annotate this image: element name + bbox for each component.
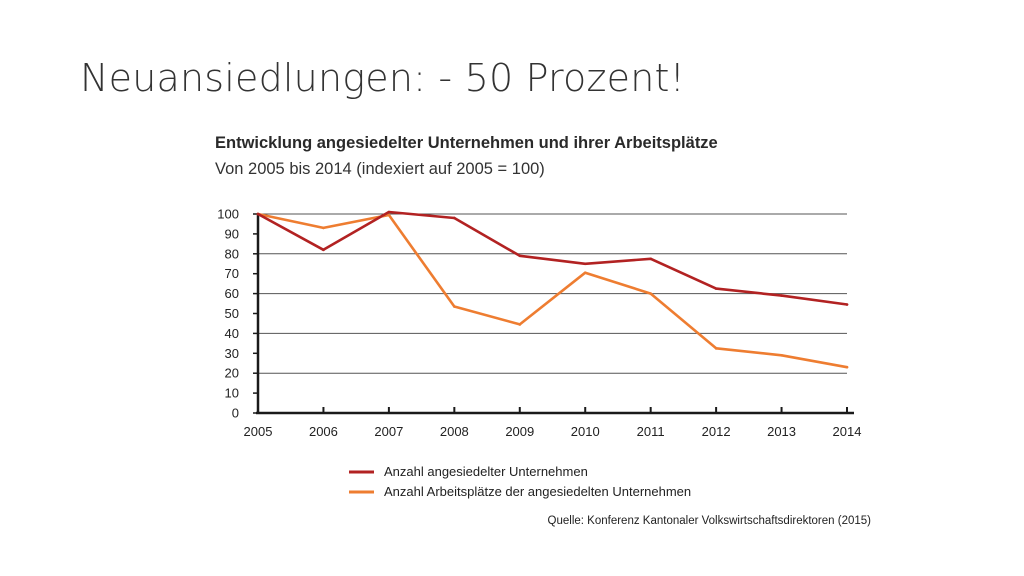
legend: Anzahl angesiedelter Unternehmen Anzahl A… [349, 464, 691, 499]
data-point-s1-2014 [845, 303, 849, 306]
y-tick-label-50: 50 [225, 306, 239, 321]
x-tick-label-2009: 2009 [505, 424, 534, 439]
y-tick-label-0: 0 [232, 406, 239, 421]
chart-subtitle: Von 2005 bis 2014 (indexiert auf 2005 = … [215, 160, 545, 178]
x-tick-label-2013: 2013 [767, 424, 796, 439]
y-tick-labels: 0 10 20 30 40 50 60 70 80 90 100 [217, 207, 239, 421]
x-tick-labels: 2005 2006 2007 2008 2009 2010 2011 2012 2013 2014 [244, 424, 862, 439]
x-tick-label-2007: 2007 [374, 424, 403, 439]
data-point-s1-2009 [518, 254, 522, 258]
data-point-s1-2012 [714, 287, 718, 290]
y-tick-label-30: 30 [225, 346, 239, 361]
data-point-s2-2008 [453, 305, 456, 308]
y-tick-label-80: 80 [225, 246, 239, 261]
data-point-s1-2011 [649, 257, 652, 261]
data-point-s1-2013 [780, 294, 783, 297]
legend-label-2: Anzahl Arbeitsplätze der angesiedelten U… [384, 484, 691, 499]
data-point-s2-2013 [780, 353, 783, 357]
series-line-1 [256, 210, 849, 306]
series-line-2 [256, 212, 849, 369]
data-point-s1-2006 [322, 248, 325, 252]
y-tick-label-100: 100 [217, 207, 239, 222]
series-lines [256, 210, 849, 369]
axes [253, 213, 854, 415]
y-tick-label-60: 60 [225, 286, 239, 301]
data-point-s2-2012 [714, 347, 718, 350]
y-tick-label-90: 90 [225, 226, 239, 241]
y-tick-label-20: 20 [225, 366, 239, 381]
gridlines [258, 213, 847, 374]
x-tick-label-2006: 2006 [309, 424, 338, 439]
x-tick-label-2010: 2010 [571, 424, 600, 439]
data-point-s2-2014 [845, 365, 849, 369]
data-point-s2-2006 [322, 226, 325, 230]
data-point-s1-2005 [256, 212, 260, 216]
x-tick-label-2014: 2014 [833, 424, 862, 439]
source-note: Quelle: Konferenz Kantonaler Volkswirtsc… [548, 515, 872, 527]
data-point-s2-2011 [649, 292, 652, 295]
slide-title: Neuansiedlungen: - 50 Prozent! [80, 56, 686, 100]
y-tick-label-40: 40 [225, 326, 239, 341]
x-tick-label-2012: 2012 [702, 424, 731, 439]
x-tick-label-2011: 2011 [637, 424, 665, 439]
y-tick-label-10: 10 [225, 386, 239, 401]
data-point-s1-2010 [583, 262, 587, 266]
data-point-s2-2009 [518, 323, 522, 326]
x-tick-label-2005: 2005 [244, 424, 273, 439]
data-point-s2-2007 [387, 213, 391, 217]
data-point-s2-2010 [583, 271, 587, 275]
legend-label-1: Anzahl angesiedelter Unternehmen [384, 464, 588, 479]
data-point-s1-2007 [387, 210, 391, 214]
data-point-s1-2008 [453, 216, 456, 220]
x-tick-label-2008: 2008 [440, 424, 469, 439]
y-tick-label-70: 70 [225, 266, 239, 281]
chart-title: Entwicklung angesiedelter Unternehmen un… [215, 134, 718, 152]
